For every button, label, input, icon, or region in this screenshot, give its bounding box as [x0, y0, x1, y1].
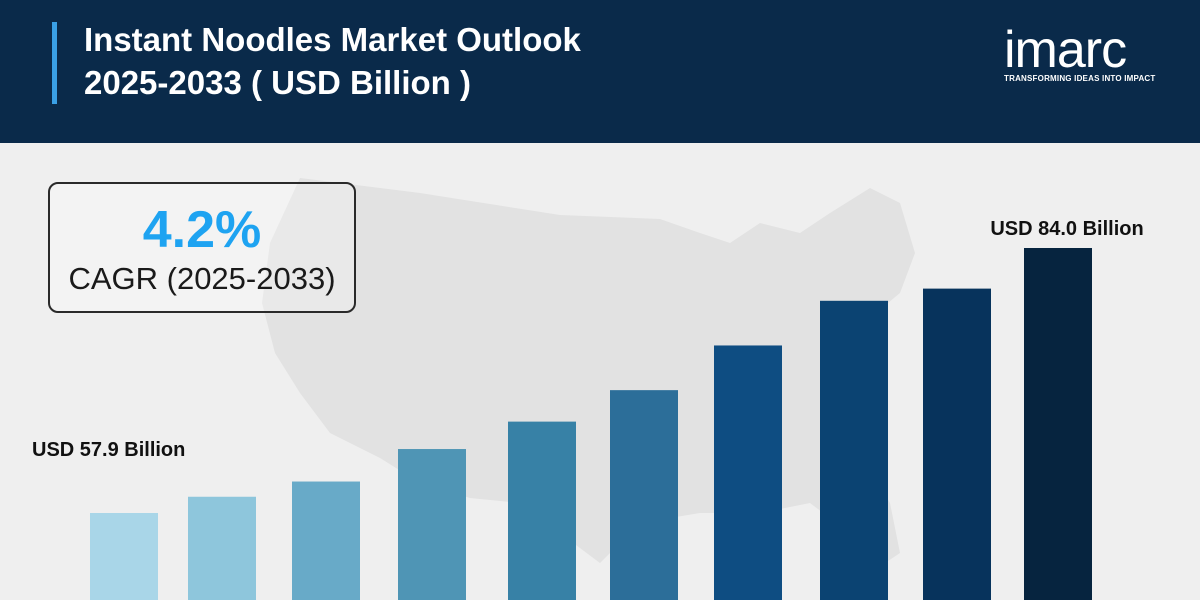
- bar-4: [398, 449, 466, 600]
- bar-data-label-1: USD 57.9 Billion: [32, 439, 185, 461]
- brand-logo: imarc TRANSFORMING IDEAS INTO IMPACT: [1004, 24, 1164, 83]
- cagr-callout: 4.2% CAGR (2025-2033): [48, 182, 356, 313]
- bar-2: [188, 496, 256, 600]
- bar-9: [923, 288, 991, 600]
- title-line-1: Instant Noodles Market Outlook: [84, 21, 581, 58]
- bar-5: [508, 421, 576, 600]
- header-banner: Instant Noodles Market Outlook 2025-2033…: [0, 0, 1200, 143]
- bar-10: [1024, 248, 1092, 600]
- bar-data-label-10: USD 84.0 Billion: [990, 218, 1143, 240]
- bar-6: [610, 390, 678, 600]
- bar-8: [820, 300, 888, 600]
- header-accent-bar: [52, 22, 57, 104]
- bar-7: [714, 345, 782, 600]
- brand-name: imarc: [1004, 21, 1127, 79]
- bar-1: [90, 513, 158, 600]
- title-line-2: 2025-2033 ( USD Billion ): [84, 64, 471, 101]
- cagr-value: 4.2%: [142, 201, 262, 259]
- bar-3: [292, 481, 360, 600]
- brand-tagline: TRANSFORMING IDEAS INTO IMPACT: [1004, 74, 1156, 83]
- page-title: Instant Noodles Market Outlook 2025-2033…: [84, 18, 581, 104]
- cagr-label: CAGR (2025-2033): [68, 261, 336, 296]
